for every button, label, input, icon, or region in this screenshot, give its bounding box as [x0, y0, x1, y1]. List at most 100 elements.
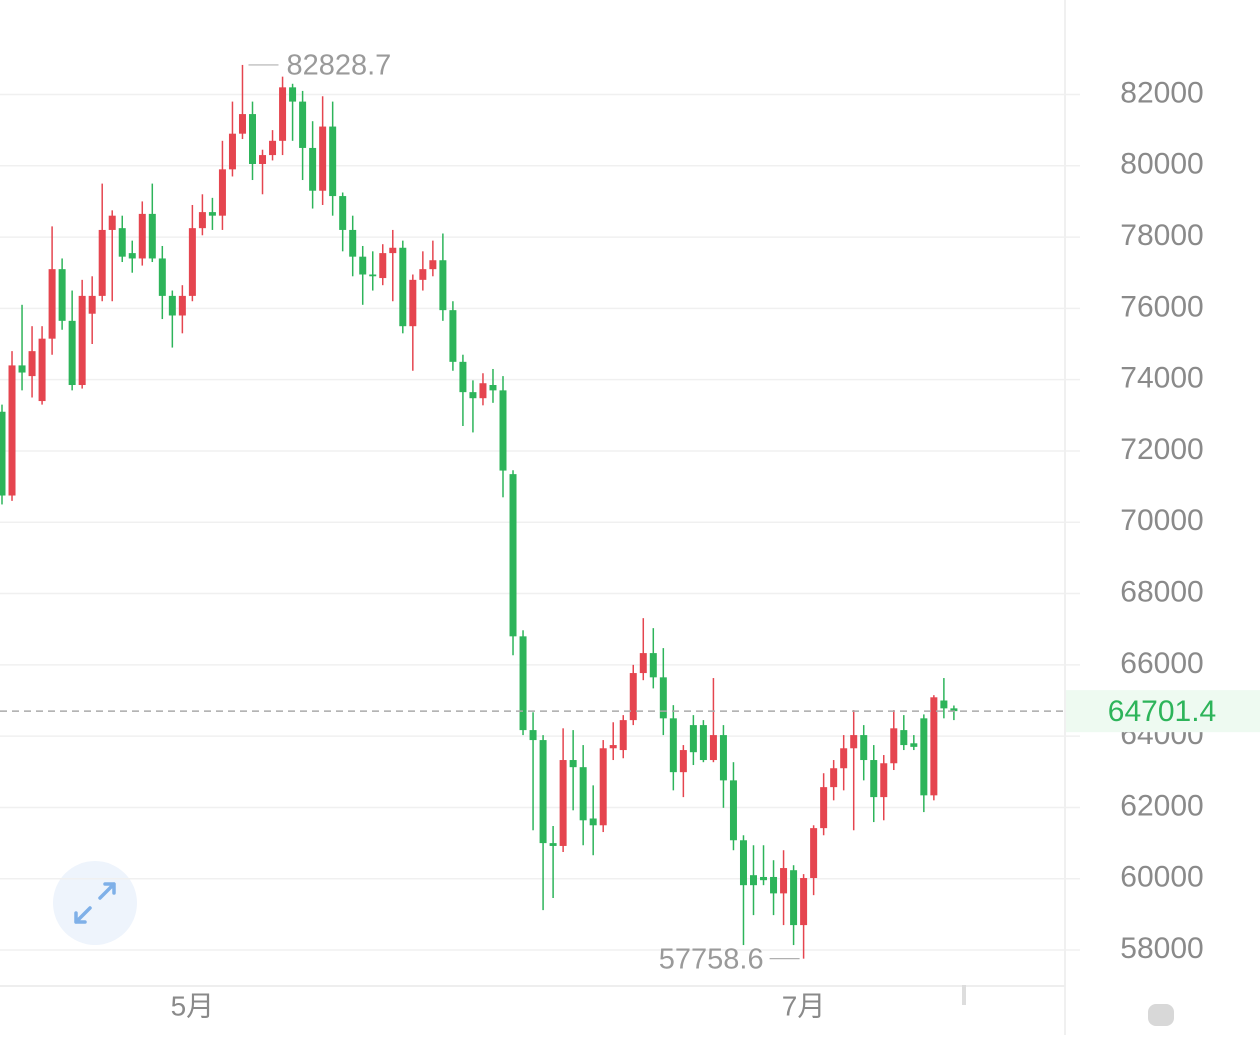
candle-body: [459, 361, 467, 393]
candle-body: [0, 411, 6, 496]
candle-body: [489, 385, 497, 391]
candle-body: [128, 253, 136, 259]
candle-body: [699, 725, 707, 761]
candle-body: [429, 260, 437, 270]
candle-body: [800, 878, 808, 926]
candle-body: [549, 843, 557, 846]
candle-body: [299, 101, 307, 148]
candle-body: [840, 748, 848, 769]
last-price-bg: [1066, 690, 1260, 733]
y-tick-label: 70000: [1120, 504, 1203, 537]
candle-body: [860, 735, 868, 761]
y-tick-label: 62000: [1120, 789, 1203, 822]
candle-body: [48, 269, 56, 339]
candle-body: [910, 743, 918, 747]
candle-body: [218, 169, 226, 216]
candle-body: [669, 718, 677, 773]
last-price-label: 64701.4: [1108, 695, 1216, 728]
y-tick-label: 74000: [1120, 362, 1203, 395]
candle-body: [198, 212, 206, 229]
candle-body: [238, 114, 246, 134]
candle-body: [188, 228, 196, 296]
candle-body: [870, 760, 878, 798]
x-tick-label: 7月: [782, 990, 826, 1021]
candle-body: [279, 87, 287, 141]
candle-body: [689, 725, 697, 753]
candle-body: [339, 196, 347, 230]
candle-body: [269, 140, 277, 156]
low-annotation: 57758.6: [659, 943, 764, 975]
candle-body: [679, 750, 687, 773]
candle-body: [409, 279, 417, 327]
candle-body: [58, 269, 66, 321]
candle-body: [609, 745, 617, 749]
high-annotation: 82828.7: [286, 50, 391, 82]
candle-body: [479, 383, 487, 399]
candle-body: [419, 269, 427, 280]
y-tick-label: 80000: [1120, 148, 1203, 181]
y-tick-label: 60000: [1120, 861, 1203, 894]
candle-body: [539, 740, 547, 844]
candle-body: [8, 365, 16, 496]
candle-body: [28, 351, 36, 377]
candle-body: [709, 735, 717, 761]
candle-body: [349, 229, 357, 257]
candle-body: [729, 780, 737, 841]
candle-body: [719, 735, 727, 781]
candle-body: [88, 295, 96, 314]
candle-body: [810, 828, 818, 879]
scroll-mark: [962, 985, 966, 1005]
x-tick-label: 5月: [171, 990, 215, 1021]
candle-body: [760, 876, 768, 881]
candle-body: [309, 147, 317, 191]
candle-body: [38, 338, 46, 402]
candle-body: [399, 247, 407, 327]
candle-body: [98, 229, 106, 296]
candle-body: [780, 868, 788, 894]
candle-body: [138, 213, 146, 259]
candle-body: [940, 700, 948, 709]
y-tick-label: 68000: [1120, 575, 1203, 608]
candle-body: [529, 730, 537, 741]
candle-body: [369, 274, 377, 277]
candle-body: [108, 215, 116, 230]
candle-body: [519, 636, 527, 731]
candle-body: [629, 673, 637, 721]
candle-body: [178, 295, 186, 316]
candle-body: [439, 260, 447, 311]
candle-body: [950, 708, 958, 712]
candle-body: [569, 760, 577, 768]
candle-body: [659, 677, 667, 719]
expand-icon[interactable]: [74, 882, 116, 924]
y-tick-label: 72000: [1120, 433, 1203, 466]
candle-body: [499, 390, 507, 471]
candle-body: [329, 126, 337, 197]
y-tick-label: 58000: [1120, 932, 1203, 965]
candle-body: [619, 720, 627, 751]
candle-body: [589, 818, 597, 826]
candle-body: [469, 392, 477, 399]
candle-body: [259, 155, 267, 164]
candle-body: [770, 876, 778, 894]
candle-body: [599, 748, 607, 826]
candle-body: [639, 653, 647, 674]
candle-body: [880, 763, 888, 798]
candle-body: [249, 114, 256, 164]
candle-body: [158, 258, 166, 296]
y-tick-label: 78000: [1120, 219, 1203, 252]
candle-body: [890, 728, 898, 764]
expand-circle[interactable]: [53, 861, 137, 945]
candle-body: [289, 87, 297, 102]
candle-body: [319, 126, 327, 191]
y-tick-label: 66000: [1120, 647, 1203, 680]
candle-body: [208, 212, 216, 216]
candle-body: [930, 697, 938, 796]
candle-body: [820, 787, 828, 829]
y-tick-label: 82000: [1120, 76, 1203, 109]
candle-body: [379, 253, 387, 279]
candle-body: [509, 474, 517, 637]
expand-button[interactable]: [53, 861, 137, 945]
candle-body: [228, 133, 236, 170]
